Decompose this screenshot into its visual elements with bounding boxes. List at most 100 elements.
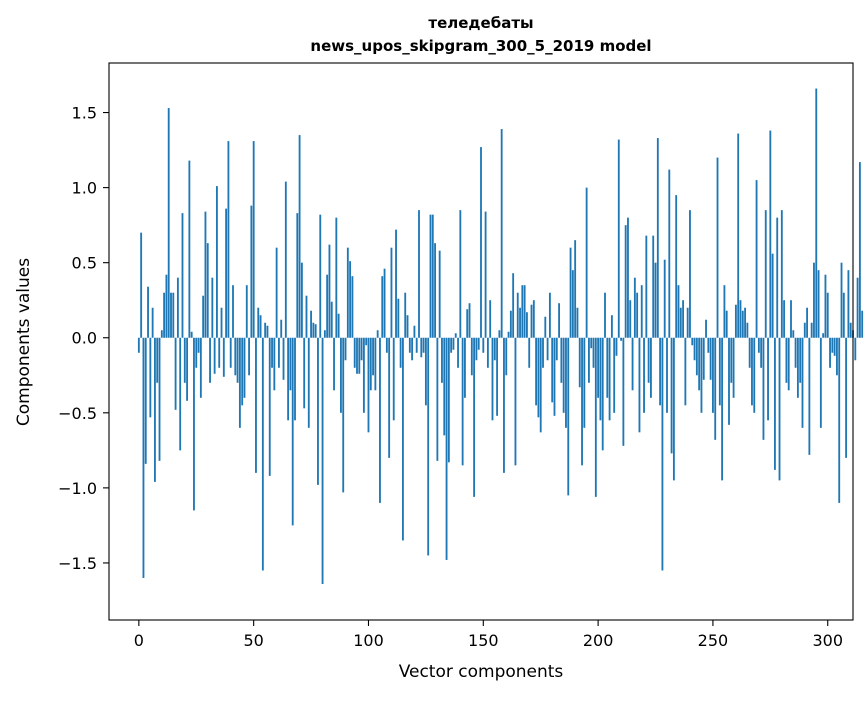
bar-component-305 [838, 337, 841, 503]
bar-component-23 [190, 331, 193, 338]
bar-component-219 [640, 285, 643, 338]
bar-component-93 [351, 276, 354, 338]
bar-component-289 [801, 337, 804, 428]
bar-component-108 [385, 337, 388, 353]
bar-component-13 [167, 108, 170, 338]
bar-component-161 [507, 331, 510, 338]
bar-component-121 [415, 337, 418, 353]
bar-component-80 [321, 337, 324, 584]
bar-component-213 [627, 217, 629, 338]
bar-component-226 [656, 138, 659, 338]
bar-component-95 [356, 337, 358, 374]
bar-component-293 [810, 322, 813, 338]
bar-component-195 [585, 187, 588, 338]
bar-component-25 [195, 337, 198, 368]
bar-component-287 [796, 337, 799, 398]
bar-component-186 [565, 337, 567, 428]
bar-component-12 [165, 274, 168, 338]
bar-component-105 [379, 337, 381, 503]
bar-component-217 [636, 292, 639, 338]
bar-component-101 [369, 337, 372, 391]
bar-component-102 [372, 337, 374, 376]
y-ticks-group: 1.5 1.0 0.5 0.0 −0.5 −1.0 −1.5 [58, 104, 109, 573]
bar-component-259 [732, 337, 735, 398]
bar-component-234 [675, 195, 678, 338]
x-tick-label: 50 [243, 631, 263, 650]
bar-component-52 [257, 307, 260, 338]
bar-component-83 [328, 244, 331, 338]
y-tick-label: 0.0 [72, 329, 97, 348]
bar-component-160 [505, 337, 508, 376]
bar-component-49 [250, 205, 253, 338]
bar-component-303 [833, 337, 836, 356]
bar-component-54 [261, 337, 264, 571]
bar-component-139 [457, 337, 459, 368]
bar-component-235 [677, 285, 680, 338]
x-tick-label: 150 [468, 631, 499, 650]
bar-component-127 [429, 214, 432, 338]
bar-component-230 [666, 337, 668, 413]
bar-component-152 [486, 337, 489, 368]
bar-component-129 [434, 243, 436, 338]
bar-component-173 [535, 337, 538, 406]
bar-component-200 [597, 337, 600, 398]
bar-component-118 [408, 337, 411, 353]
bar-component-249 [709, 337, 712, 380]
bar-component-207 [613, 337, 616, 413]
bar-component-145 [470, 337, 473, 376]
bar-component-47 [245, 285, 248, 338]
bar-component-306 [840, 262, 843, 338]
bar-component-279 [778, 337, 781, 481]
bar-component-8 [156, 337, 159, 383]
bar-component-69 [296, 213, 299, 338]
bar-component-76 [312, 322, 315, 338]
bar-component-57 [268, 337, 271, 476]
bar-component-266 [748, 337, 751, 368]
y-tick-label: −1.0 [58, 479, 97, 498]
bar-component-198 [592, 337, 595, 368]
bar-component-295 [815, 88, 818, 338]
bar-component-197 [590, 337, 593, 349]
bar-component-32 [211, 277, 214, 338]
bar-component-60 [275, 247, 278, 338]
bar-component-294 [813, 262, 815, 338]
bar-component-78 [317, 337, 319, 485]
bar-component-77 [314, 324, 317, 338]
bar-component-137 [452, 337, 455, 350]
bar-component-4 [147, 286, 149, 338]
bar-component-275 [769, 130, 772, 338]
bar-component-150 [482, 337, 485, 353]
bar-component-187 [567, 337, 570, 496]
bar-component-143 [466, 309, 469, 338]
bar-component-315 [861, 310, 864, 338]
bar-component-128 [431, 214, 434, 338]
bar-component-59 [273, 337, 276, 391]
chart-title-line-2: news_upos_skipgram_300_5_2019 model [310, 37, 651, 55]
bar-component-34 [216, 186, 218, 338]
bar-component-37 [222, 337, 225, 377]
bar-component-50 [252, 141, 255, 338]
bar-component-63 [282, 337, 285, 380]
bar-component-35 [218, 337, 221, 368]
bar-component-36 [220, 307, 223, 338]
bar-component-74 [307, 337, 310, 428]
bar-component-256 [725, 310, 728, 338]
bar-component-0 [137, 337, 140, 353]
bar-component-56 [266, 325, 269, 338]
bar-component-280 [780, 210, 783, 338]
bar-component-156 [496, 337, 498, 416]
bar-component-312 [854, 337, 857, 361]
bar-component-114 [399, 337, 402, 368]
bar-component-191 [576, 307, 579, 338]
bar-component-313 [856, 277, 859, 338]
bar-component-162 [509, 310, 512, 338]
bar-component-68 [294, 337, 296, 421]
bar-component-21 [186, 337, 188, 401]
bar-component-215 [631, 337, 634, 391]
bar-component-153 [489, 300, 492, 338]
bar-component-214 [629, 300, 632, 338]
bar-component-96 [358, 337, 361, 374]
bar-component-218 [638, 337, 641, 433]
bar-component-165 [516, 292, 519, 338]
